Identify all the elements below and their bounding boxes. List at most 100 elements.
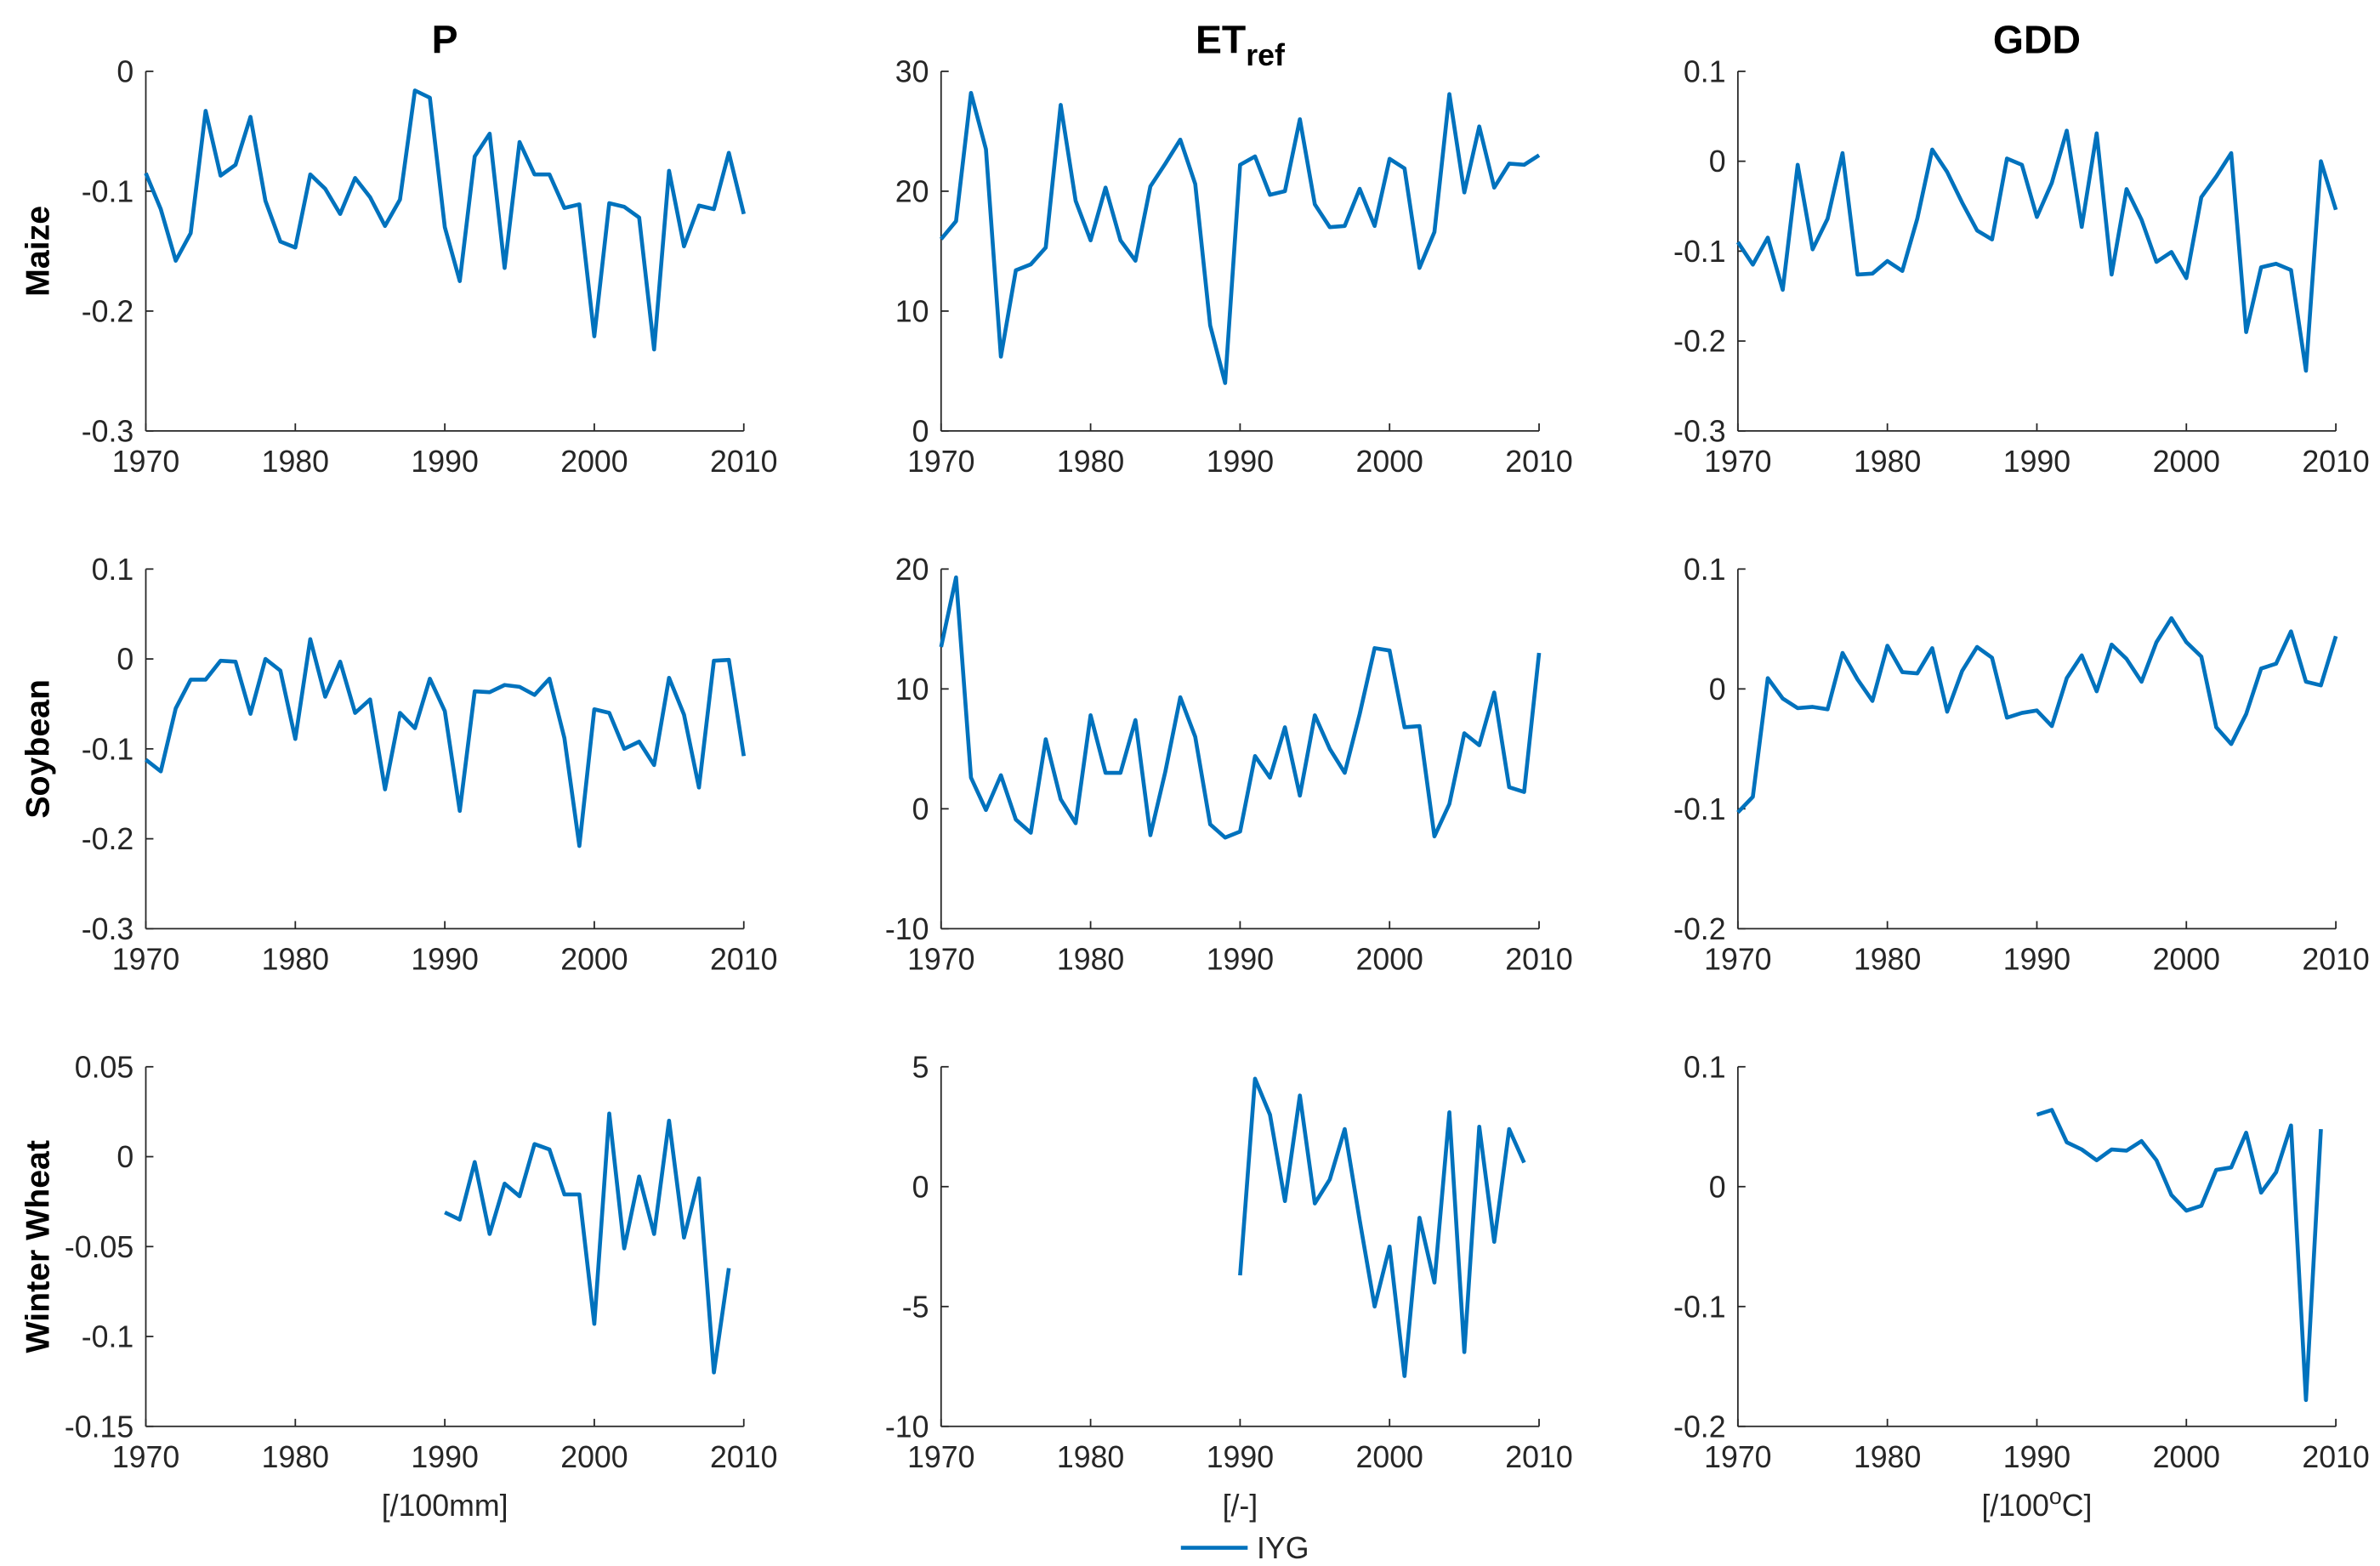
x-tick-label: 2010 — [2302, 445, 2369, 479]
x-tick-label: 1970 — [907, 1440, 974, 1474]
y-tick-label: 0 — [116, 643, 133, 677]
y-tick-label: 0 — [116, 54, 133, 88]
y-tick-label: 0.1 — [92, 553, 134, 587]
y-tick-label: 5 — [912, 1050, 929, 1084]
y-tick-label: -0.1 — [1673, 1290, 1726, 1324]
x-tick-label: 1970 — [1704, 445, 1771, 479]
y-tick-label: -0.2 — [82, 822, 134, 856]
x-tick-label: 2000 — [1356, 1440, 1423, 1474]
x-label-text: [/100 — [1981, 1489, 2048, 1523]
x-tick-label: 1970 — [907, 943, 974, 977]
y-tick-label: 0 — [1709, 1170, 1726, 1204]
panel: -0.3 -0.2 -0.1 0 0.1 1970 1980 1990 2000 2010 GDD — [1673, 17, 2370, 479]
y-tick-label: -10 — [885, 1410, 929, 1444]
y-tick-label: 10 — [895, 672, 929, 706]
line-series — [144, 88, 746, 352]
x-tick-label: 2000 — [560, 445, 628, 479]
x-tick-label: 1980 — [1854, 943, 1921, 977]
y-tick-label: 0.1 — [1684, 1050, 1726, 1084]
title-text: ET — [1196, 17, 1246, 61]
y-tick-label: 20 — [895, 553, 929, 587]
x-tick-label: 2000 — [2153, 943, 2220, 977]
x-tick-label: 1990 — [1207, 1440, 1274, 1474]
x-tick-label: 2000 — [2153, 445, 2220, 479]
line-series — [1735, 128, 2338, 373]
y-tick-label: -0.15 — [65, 1410, 133, 1444]
x-tick-label: 1990 — [2003, 1440, 2070, 1474]
y-tick-label: 0 — [116, 1140, 133, 1174]
x-axis-label: [/100oC] — [1981, 1484, 2092, 1523]
title-subscript: ref — [1246, 38, 1285, 72]
panel: -10 -5 0 5 1970 1980 1990 2000 2010 [/-] — [885, 1050, 1573, 1523]
y-tick-label: -0.3 — [82, 414, 134, 448]
y-tick-label: 20 — [895, 174, 929, 208]
panel: 0 10 20 30 1970 1980 1990 2000 2010 ETref — [895, 17, 1573, 479]
y-tick-label: -0.1 — [1673, 235, 1726, 269]
line-series — [444, 1111, 731, 1375]
line-series — [2036, 1108, 2323, 1403]
x-label-text: C] — [2062, 1489, 2093, 1523]
y-tick-label: -0.3 — [1673, 414, 1726, 448]
x-tick-label: 2010 — [1505, 1440, 1572, 1474]
x-tick-label: 1970 — [1704, 1440, 1771, 1474]
x-tick-label: 1990 — [411, 943, 478, 977]
x-label-text: [/-] — [1223, 1489, 1258, 1523]
x-tick-label: 1990 — [2003, 943, 2070, 977]
y-tick-label: 30 — [895, 54, 929, 88]
y-tick-label: -0.2 — [82, 294, 134, 328]
legend-label: IYG — [1257, 1531, 1309, 1565]
x-tick-label: 1980 — [262, 943, 329, 977]
x-label-text: [/100mm] — [382, 1489, 508, 1523]
y-tick-label: 0 — [912, 1170, 929, 1204]
title-text: GDD — [1993, 17, 2081, 61]
x-tick-label: 1980 — [262, 1440, 329, 1474]
x-tick-label: 2010 — [710, 1440, 777, 1474]
y-tick-label: -0.1 — [82, 732, 134, 766]
y-tick-label: -0.2 — [1673, 912, 1726, 946]
y-tick-label: -0.1 — [1673, 792, 1726, 826]
y-tick-label: 0.05 — [75, 1050, 133, 1084]
x-tick-label: 1990 — [411, 1440, 478, 1474]
x-tick-label: 2000 — [1356, 943, 1423, 977]
panel: -0.15 -0.1 -0.05 0 0.05 1970 1980 1990 2000 2010 W… — [19, 1050, 777, 1523]
y-tick-label: 0.1 — [1684, 553, 1726, 587]
x-tick-label: 2000 — [560, 943, 628, 977]
row-label: Soybean — [19, 679, 56, 819]
panel: -0.3 -0.2 -0.1 0 1970 1980 1990 2000 2010 P Maize — [19, 17, 777, 479]
x-tick-label: 1970 — [112, 1440, 179, 1474]
panel: -10 0 10 20 1970 1980 1990 2000 2010 — [885, 553, 1573, 977]
x-tick-label: 1980 — [1057, 445, 1124, 479]
line-series — [939, 90, 1541, 385]
y-tick-label: 0 — [912, 792, 929, 826]
x-tick-label: 1990 — [2003, 445, 2070, 479]
x-tick-label: 1990 — [1207, 445, 1274, 479]
x-tick-label: 1970 — [112, 445, 179, 479]
y-tick-label: 0 — [912, 414, 929, 448]
x-tick-label: 1970 — [1704, 943, 1771, 977]
line-series — [145, 637, 747, 848]
y-tick-label: -0.2 — [1673, 325, 1726, 359]
x-tick-label: 1970 — [907, 445, 974, 479]
x-tick-label: 1980 — [1854, 445, 1921, 479]
x-tick-label: 1980 — [1057, 943, 1124, 977]
x-tick-label: 1990 — [1207, 943, 1274, 977]
y-tick-label: -0.1 — [82, 1320, 134, 1354]
x-tick-label: 2000 — [560, 1440, 628, 1474]
y-tick-label: -5 — [902, 1290, 929, 1324]
line-series — [939, 575, 1542, 840]
line-series — [1736, 616, 2338, 814]
x-tick-label: 1970 — [112, 943, 179, 977]
title-text: P — [432, 17, 458, 61]
panel: -0.2 -0.1 0 0.1 1970 1980 1990 2000 2010 [/100oC] — [1673, 1050, 2370, 1523]
column-title: ETref — [1196, 17, 1285, 71]
x-tick-label: 1990 — [411, 445, 478, 479]
x-tick-label: 1980 — [262, 445, 329, 479]
x-tick-label: 2010 — [710, 943, 777, 977]
y-tick-label: -10 — [885, 912, 929, 946]
panel: -0.2 -0.1 0 0.1 1970 1980 1990 2000 2010 — [1673, 553, 2370, 977]
x-tick-label: 2010 — [2302, 943, 2369, 977]
x-axis-label: [/-] — [1223, 1489, 1258, 1523]
x-tick-label: 1980 — [1854, 1440, 1921, 1474]
